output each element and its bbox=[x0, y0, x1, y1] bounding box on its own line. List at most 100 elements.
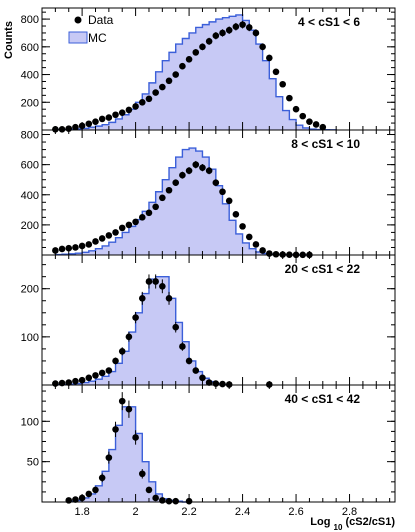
data-point bbox=[172, 71, 180, 78]
data-point bbox=[85, 241, 93, 248]
data-point bbox=[118, 224, 126, 232]
data-point bbox=[72, 123, 79, 131]
data-point bbox=[199, 43, 206, 51]
data-point bbox=[138, 98, 146, 106]
data-point bbox=[125, 106, 133, 114]
data-point bbox=[78, 242, 86, 250]
legend-data-label: Data bbox=[88, 13, 114, 27]
legend-mc-label: MC bbox=[88, 31, 107, 45]
data-point bbox=[112, 229, 119, 236]
data-point bbox=[118, 347, 126, 355]
data-point bbox=[138, 214, 146, 221]
y-tick-label: 800 bbox=[21, 130, 39, 142]
data-point bbox=[185, 55, 193, 63]
legend-mc-marker bbox=[68, 31, 88, 44]
data-point bbox=[152, 89, 159, 96]
y-tick-label: 50 bbox=[27, 457, 39, 469]
data-point bbox=[98, 115, 106, 123]
y-tick-label: 800 bbox=[21, 14, 39, 26]
data-point bbox=[159, 282, 166, 290]
panel-4: 50 100 40 < cS1 < 42 bbox=[21, 384, 396, 505]
panels: 200 400 600 800 4 < cS1 < 6 200 400 600 800 8 < c… bbox=[21, 7, 396, 505]
data-point bbox=[199, 374, 206, 382]
data-point bbox=[105, 454, 113, 461]
data-point bbox=[152, 278, 159, 285]
data-point bbox=[72, 377, 79, 385]
x-tick-label: 2.4 bbox=[235, 506, 250, 518]
x-axis-title-subscript: 10 bbox=[334, 523, 343, 532]
data-point bbox=[132, 218, 139, 226]
data-point bbox=[98, 369, 106, 377]
panel-label: 4 < cS1 < 6 bbox=[298, 15, 360, 29]
data-point bbox=[292, 105, 300, 113]
data-point bbox=[172, 179, 180, 187]
y-tick-label: 400 bbox=[21, 190, 39, 202]
x-axis-title: Log 10 (cS2/cS1) bbox=[310, 516, 395, 532]
data-point bbox=[152, 203, 159, 211]
data-point bbox=[105, 367, 113, 374]
x-axis-title-main: Log bbox=[310, 516, 330, 528]
data-point bbox=[145, 95, 153, 103]
data-point bbox=[299, 112, 307, 120]
data-point bbox=[279, 80, 286, 88]
data-point bbox=[192, 161, 200, 168]
y-axis-title: Counts bbox=[3, 21, 15, 59]
data-point bbox=[138, 295, 146, 302]
mc-histogram-line bbox=[54, 14, 337, 131]
data-point bbox=[179, 171, 186, 179]
data-point bbox=[259, 43, 266, 51]
data-point bbox=[159, 194, 166, 202]
panel-2: 200 400 600 800 8 < cS1 < 10 bbox=[21, 129, 396, 259]
y-tick-label: 600 bbox=[21, 42, 39, 54]
data-point bbox=[138, 470, 146, 478]
data-point bbox=[165, 186, 173, 194]
y-tick-label: 100 bbox=[21, 416, 39, 428]
data-point bbox=[112, 426, 119, 433]
data-point bbox=[145, 486, 153, 494]
data-point bbox=[225, 26, 233, 34]
data-point bbox=[92, 118, 99, 125]
data-point bbox=[152, 494, 159, 502]
y-tick-label: 200 bbox=[21, 97, 39, 109]
legend: Data MC bbox=[68, 13, 114, 45]
data-point bbox=[306, 118, 313, 125]
data-point bbox=[58, 245, 66, 253]
data-point bbox=[219, 29, 226, 37]
data-point bbox=[145, 278, 153, 285]
y-tick-label: 400 bbox=[21, 70, 39, 82]
data-point bbox=[92, 238, 99, 245]
data-point bbox=[132, 103, 139, 110]
data-point bbox=[272, 68, 280, 76]
data-point bbox=[85, 374, 93, 382]
data-point bbox=[112, 111, 119, 119]
data-point bbox=[179, 62, 186, 70]
mc-histogram-fill bbox=[68, 406, 190, 502]
data-point bbox=[225, 197, 233, 205]
data-point bbox=[232, 23, 240, 31]
data-point bbox=[125, 221, 133, 229]
data-point bbox=[252, 241, 260, 248]
data-point bbox=[245, 24, 253, 31]
data-point bbox=[192, 49, 200, 56]
data-point bbox=[245, 233, 253, 241]
panel-3: 100 200 20 < cS1 < 22 bbox=[21, 254, 396, 388]
data-point bbox=[199, 164, 206, 171]
data-point bbox=[98, 474, 106, 482]
x-tick-label: 2.2 bbox=[181, 506, 196, 518]
y-tick-label: 100 bbox=[21, 332, 39, 344]
legend-data-marker bbox=[74, 16, 82, 24]
data-point bbox=[118, 397, 126, 405]
y-tick-label: 600 bbox=[21, 160, 39, 172]
data-point bbox=[165, 497, 173, 505]
data-point bbox=[52, 247, 59, 254]
data-point bbox=[85, 490, 93, 498]
data-point bbox=[205, 37, 213, 45]
data-point bbox=[272, 250, 280, 258]
data-point bbox=[219, 380, 226, 388]
x-tick-label: 2.8 bbox=[342, 506, 357, 518]
y-tick-label: 200 bbox=[21, 284, 39, 296]
panel-frame bbox=[41, 384, 396, 503]
data-point bbox=[266, 54, 273, 62]
data-point bbox=[92, 486, 99, 494]
data-point bbox=[72, 496, 79, 503]
